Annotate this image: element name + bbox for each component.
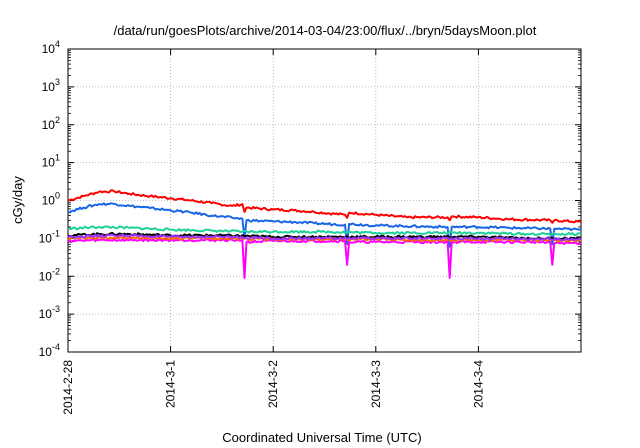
x-tick-label: 2014-3-1 (164, 360, 178, 408)
x-tick-label: 2014-3-4 (471, 360, 485, 408)
y-axis-label: cGy/day (10, 176, 25, 224)
y-tick-exponent: 1 (55, 153, 60, 163)
y-tick-label: 104 (42, 39, 60, 56)
y-tick-exponent: 4 (55, 39, 60, 49)
y-tick-label: 10-3 (39, 304, 60, 321)
y-tick-label: 103 (42, 77, 60, 94)
y-tick-label: 101 (42, 153, 60, 170)
chart-title: /data/run/goesPlots/archive/2014-03-04/2… (114, 23, 537, 38)
series-line (67, 202, 581, 248)
y-tick-exponent: 3 (55, 77, 60, 87)
y-tick-exponent: -2 (52, 266, 60, 276)
y-tick-exponent: -3 (52, 304, 60, 314)
x-axis-label: Coordinated Universal Time (UTC) (222, 430, 421, 445)
y-tick-label: 10-1 (39, 228, 60, 245)
y-tick-label: 100 (42, 191, 60, 208)
series-line (67, 189, 582, 224)
y-tick-label: 10-2 (39, 266, 60, 283)
y-tick-exponent: -1 (52, 228, 60, 238)
y-tick-exponent: -4 (52, 342, 60, 352)
y-tick-exponent: 2 (55, 115, 60, 125)
series-line (67, 225, 582, 237)
series-line (67, 238, 582, 279)
series-group (67, 189, 582, 279)
series-line (67, 233, 582, 242)
y-tick-label: 102 (42, 115, 60, 132)
y-tick-exponent: 0 (55, 191, 60, 201)
plot-frame (67, 48, 582, 353)
series-line (67, 231, 582, 241)
grid-lines (68, 49, 581, 352)
y-tick-label: 10-4 (39, 342, 60, 359)
x-tick-label: 2014-3-2 (266, 360, 280, 408)
x-tick-label: 2014-3-3 (369, 360, 383, 408)
x-tick-label: 2014-2-28 (61, 360, 75, 415)
